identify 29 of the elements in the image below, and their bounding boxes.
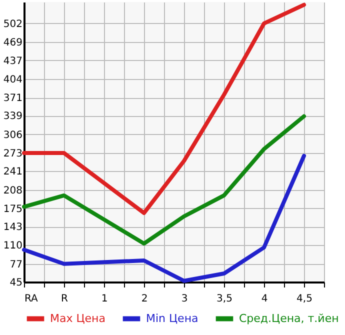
x-tick-label: 4,5 [296,294,312,304]
x-tick-label: R [61,294,68,304]
y-tick-label: 371 [3,93,22,104]
y-tick-label: 502 [3,18,22,30]
legend-label: Max Цена [50,312,106,325]
x-tick-label: RA [24,294,38,304]
y-tick-label: 339 [3,111,22,122]
y-tick-label: 469 [3,38,22,49]
x-tick-label: 4 [261,294,268,304]
line-series [22,154,306,283]
y-tick-label: 45 [10,278,22,288]
y-tick-label: 306 [3,130,22,141]
line-series [22,2,306,215]
y-tick-label: 77 [10,259,22,270]
y-tick-label: 241 [3,166,22,178]
y-tick-label: 143 [3,222,22,234]
y-tick-label: 273 [3,148,22,160]
y-tick-label: 437 [3,56,22,67]
x-tick-label: 3 [181,294,188,304]
line-series [22,114,306,246]
legend-label: Min Цена [146,312,198,325]
y-tick-label: 175 [3,204,22,215]
y-tick-label: 110 [3,240,22,252]
y-tick-label: 404 [3,74,22,86]
y-tick-label: 208 [3,185,22,196]
x-tick-label: 2 [141,294,148,304]
legend-label: Сред.Цена, т.йен [239,312,339,325]
x-tick-label: 3,5 [216,294,232,304]
x-tick-label: 1 [101,294,108,304]
